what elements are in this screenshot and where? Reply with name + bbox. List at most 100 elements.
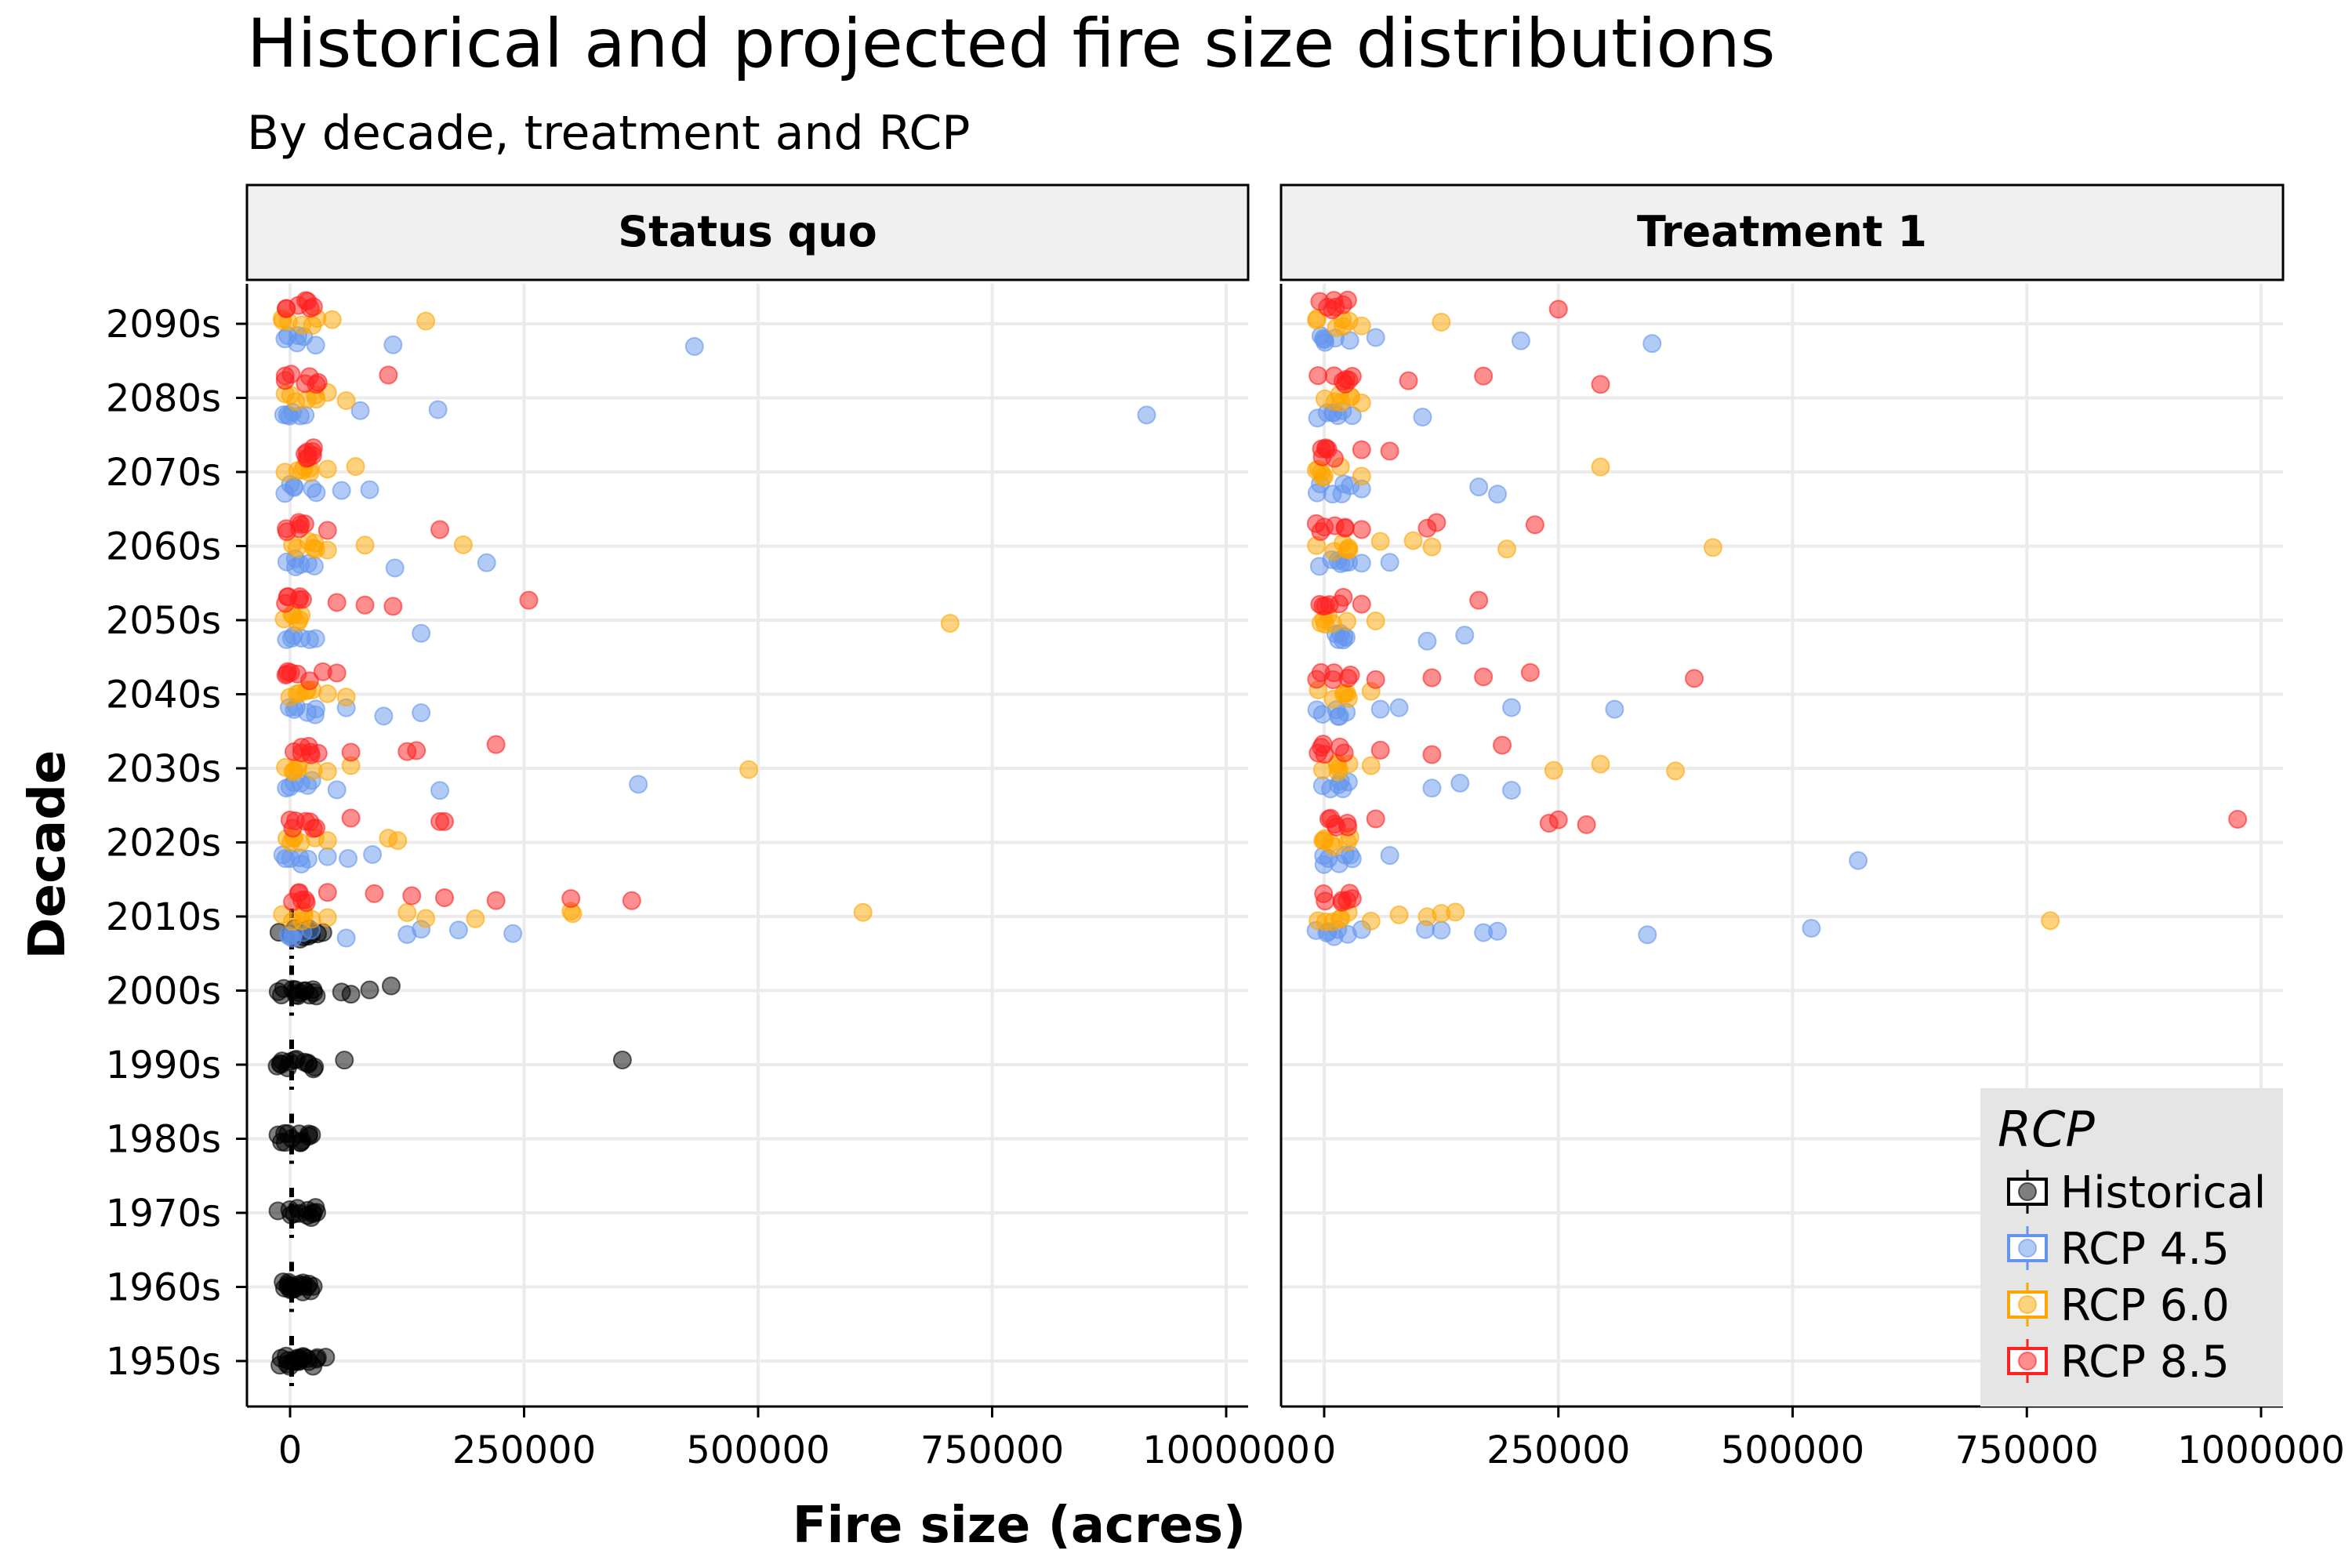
data-point — [303, 818, 323, 838]
data-point — [277, 519, 296, 539]
data-point — [1591, 457, 1610, 477]
series — [267, 909, 632, 1386]
data-point — [1605, 699, 1624, 719]
data-point — [1330, 909, 1350, 929]
data-point — [322, 310, 342, 329]
data-point — [1323, 614, 1342, 633]
data-point — [1342, 366, 1362, 386]
data-point — [341, 808, 361, 828]
data-point — [1314, 328, 1334, 348]
y-tick-label: 2010s — [106, 895, 221, 939]
data-point — [1422, 668, 1442, 688]
data-point — [336, 390, 356, 410]
legend-entry: RCP 4.5 — [2007, 1224, 2230, 1275]
data-point — [1403, 531, 1423, 550]
facet-panel: Status quo 0 250000 500000 750000 1000000 — [245, 183, 1310, 1472]
data-point — [277, 299, 296, 318]
data-point — [299, 1124, 318, 1144]
data-point — [308, 372, 328, 392]
data-point — [282, 1129, 302, 1149]
data-point — [341, 985, 361, 1004]
data-point — [271, 985, 291, 1005]
data-point — [1361, 756, 1381, 775]
data-point — [327, 780, 347, 800]
data-point — [629, 775, 648, 794]
data-point — [295, 514, 314, 534]
data-point — [1335, 518, 1355, 538]
data-point — [1380, 553, 1399, 572]
data-point — [1591, 754, 1610, 774]
data-point — [1422, 779, 1442, 798]
data-point — [1548, 810, 1568, 829]
data-point — [430, 520, 450, 539]
data-point — [430, 781, 450, 800]
data-point — [416, 311, 436, 331]
data-point — [285, 477, 304, 497]
data-point — [1308, 408, 1327, 428]
data-point — [412, 623, 431, 643]
data-point — [1352, 316, 1371, 336]
data-point — [1306, 514, 1326, 533]
y-tick-label: 1980s — [106, 1118, 221, 1162]
data-point — [1511, 331, 1530, 350]
y-tick-label: 2050s — [106, 599, 221, 643]
y-axis-title: Decade — [19, 750, 77, 960]
data-point — [355, 535, 375, 555]
data-point — [306, 336, 325, 355]
data-point — [503, 924, 523, 943]
x-tick-label: 0 — [1312, 1428, 1337, 1472]
data-point — [1352, 440, 1371, 459]
data-point — [318, 883, 337, 902]
data-point — [486, 735, 506, 754]
data-point — [318, 908, 337, 927]
data-point — [303, 1059, 323, 1079]
data-point — [1548, 299, 1568, 319]
data-point — [1389, 698, 1409, 717]
data-point — [332, 481, 351, 500]
data-point — [466, 909, 485, 928]
y-tick-label: 2080s — [106, 377, 221, 421]
facet-strip-label: Treatment 1 — [1637, 207, 1927, 256]
data-point — [1352, 594, 1371, 614]
data-point — [1544, 760, 1563, 780]
data-point — [1313, 597, 1333, 616]
data-point — [1370, 740, 1390, 760]
data-point — [1338, 290, 1357, 310]
data-point — [383, 335, 403, 354]
data-point — [1685, 669, 1704, 688]
data-point — [318, 540, 337, 560]
legend-entry: RCP 8.5 — [2007, 1337, 2230, 1388]
series — [1306, 326, 1868, 946]
data-point — [1308, 366, 1328, 386]
data-point — [1502, 698, 1521, 717]
data-point — [1469, 590, 1489, 610]
data-point — [1380, 441, 1399, 461]
data-point — [1334, 317, 1353, 336]
y-tick-label: 2090s — [106, 303, 221, 347]
data-point — [277, 552, 296, 572]
data-point — [1342, 889, 1362, 909]
data-point — [1666, 761, 1686, 781]
data-point — [519, 590, 539, 610]
series — [1306, 290, 2248, 912]
data-point — [307, 483, 326, 503]
data-point — [1520, 662, 1540, 682]
y-tick-label: 2060s — [106, 525, 221, 569]
y-tick-label: 2000s — [106, 970, 221, 1014]
data-point — [282, 912, 302, 931]
data-point — [327, 663, 347, 683]
legend-entry: Historical — [2007, 1167, 2266, 1218]
x-tick-label: 750000 — [1955, 1428, 2099, 1472]
data-point — [1313, 735, 1333, 754]
data-point — [360, 980, 379, 1000]
data-point — [1314, 884, 1334, 904]
facet-strip — [1279, 183, 2285, 281]
data-point — [1310, 292, 1330, 311]
data-point — [1474, 366, 1494, 386]
data-point — [1352, 393, 1371, 412]
data-point — [388, 831, 408, 851]
data-point — [1342, 406, 1362, 426]
data-point — [1370, 532, 1390, 551]
data-point — [275, 463, 295, 482]
data-point — [435, 811, 455, 831]
